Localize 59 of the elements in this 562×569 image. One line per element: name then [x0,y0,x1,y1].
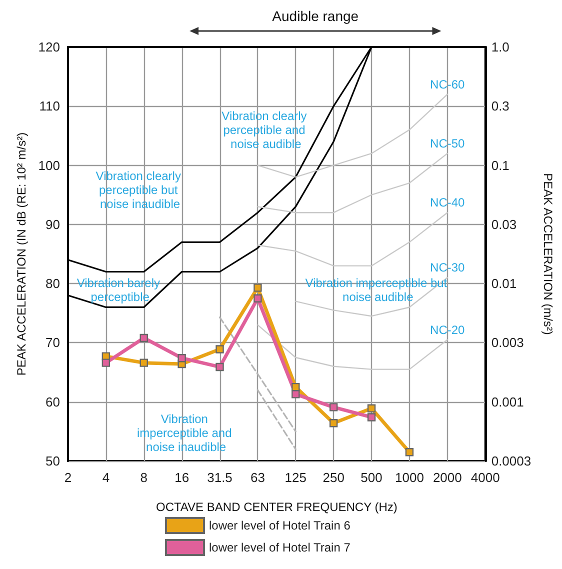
series-label: NC-40 [430,196,466,210]
x-tick-label: 500 [360,470,382,485]
annotation: Vibration clearly perceptible but noise inaudible [96,168,184,211]
text: Audible range [272,8,359,24]
y2-tick-label: 0.003 [491,335,524,350]
x-tick-label: 2000 [432,470,462,485]
legend-label: lower level of Hotel Train 7 [209,540,351,554]
point [102,358,110,367]
series-label: NC-20 [430,322,466,337]
y2-tick-label: 0.001 [491,394,524,410]
annotation: Vibration barely perceptible [76,276,164,304]
y2-tick-label: 0.03 [491,216,517,232]
y-tick-label: 70 [46,335,60,350]
y2-tick-label: 1.0 [491,40,510,54]
x-tick-label: 4000 [470,470,500,485]
line-series [295,277,448,317]
annotation: Vibration imperceptible and noise inaudible [137,412,236,454]
y-tick-label: 90 [46,216,60,232]
series-label: NC-60 [430,77,466,92]
x-tick-label: 16 [174,470,190,485]
series-label: NC-50 [430,136,466,150]
point [329,403,338,412]
y-tick-label: 120 [38,40,60,54]
x-tick-label: 125 [284,470,306,485]
point [140,358,148,367]
point [178,354,186,362]
point [254,284,262,292]
y-tick-label: 110 [39,98,60,114]
y2-tick-label: 0.01 [491,276,517,292]
x-axis-title: OCTAVE BAND CENTER FREQUENCY (Hz) [156,500,398,514]
point [140,334,148,342]
annotation: Vibration imperceptible but noise audible [305,276,450,304]
y-tick-label: 80 [46,276,60,292]
point [254,294,262,302]
y2-axis-title: PEAK ACCELERATION (m/s²) [541,173,555,335]
point [329,419,338,428]
y2-tick-label: 0.3 [491,98,510,114]
x-tick-label: 1000 [395,470,424,485]
series-label: NC-30 [430,260,466,275]
point [367,404,376,412]
legend-label: lower level of Hotel Train 6 [209,518,351,532]
x-tick-label: 8 [140,470,148,485]
y-tick-label: 100 [38,158,60,173]
y2-tick-label: 0.1 [491,158,510,173]
y2-tick-label: 0.0003 [491,454,532,468]
x-tick-label: 2 [64,470,72,485]
point [216,345,224,354]
x-tick-label: 4 [102,470,110,485]
x-tick-label: 250 [322,470,344,485]
point [367,413,376,422]
point [292,390,300,398]
point [216,362,224,372]
point [405,448,414,456]
annotation: Vibration clearly perceptible and noise audible [222,108,310,151]
y-axis-title: PEAK ACCELERATION (IN dB (RE: 10² m/s²) [14,132,28,376]
x-tick-label: 63 [250,470,265,485]
y-tick-label: 60 [46,394,60,410]
y-tick-label: 50 [46,454,60,468]
x-tick-label: 31.5 [207,470,232,485]
